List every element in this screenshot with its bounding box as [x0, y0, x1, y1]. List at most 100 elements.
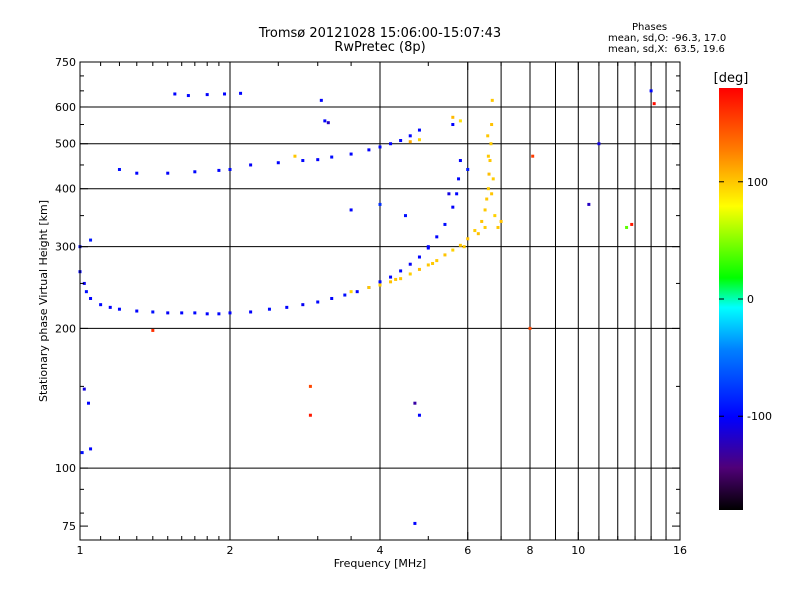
data-point [408, 134, 412, 138]
data-point [447, 192, 451, 196]
data-point [489, 142, 493, 146]
data-point [193, 170, 197, 174]
data-point [485, 197, 489, 201]
data-point [476, 232, 480, 236]
phase-colorbar: [deg] 100 0 -100 [714, 71, 772, 510]
data-point [173, 92, 177, 96]
data-point [135, 171, 139, 175]
data-point [205, 93, 209, 97]
data-point [630, 222, 634, 226]
data-point [455, 192, 459, 196]
data-point [89, 447, 93, 451]
data-point [343, 293, 347, 297]
data-point [330, 296, 334, 300]
x-tick-label: 6 [464, 544, 471, 557]
x-axis-label: Frequency [MHz] [334, 557, 426, 570]
data-point [473, 229, 477, 233]
x-tick-label: 2 [227, 544, 234, 557]
data-point [487, 172, 491, 176]
data-point [378, 145, 382, 149]
data-point [435, 235, 439, 239]
data-point [217, 312, 221, 316]
data-point [528, 326, 532, 330]
data-point [466, 237, 470, 241]
data-point [443, 253, 447, 257]
data-point [443, 222, 447, 226]
data-point [491, 177, 495, 181]
y-tick-label: 500 [55, 138, 76, 151]
colorbar-unit: [deg] [714, 71, 749, 86]
y-tick-label: 200 [55, 322, 76, 335]
data-point [486, 187, 490, 191]
data-point [89, 238, 93, 242]
data-point [499, 219, 503, 223]
data-point [108, 305, 112, 309]
data-point [301, 303, 305, 307]
data-point [193, 311, 197, 315]
x-tick-label: 8 [527, 544, 534, 557]
data-point [408, 262, 412, 266]
y-tick-label: 75 [62, 520, 76, 533]
data-point [399, 277, 403, 281]
data-point [186, 94, 190, 98]
data-point [326, 121, 330, 125]
data-point [587, 202, 591, 206]
data-point [413, 401, 417, 405]
data-point [431, 261, 435, 265]
data-point [417, 138, 421, 142]
data-point [426, 263, 430, 267]
data-point [462, 245, 466, 249]
stats-x-phase: mean, sd,X: 63.5, 19.6 [608, 44, 725, 55]
data-point [99, 303, 103, 307]
data-point [349, 152, 353, 156]
data-point [323, 119, 327, 123]
data-point [180, 311, 184, 315]
data-point [249, 163, 253, 167]
data-point [349, 208, 353, 212]
colorbar-ticks: 100 0 -100 [719, 176, 772, 423]
data-point [239, 91, 243, 95]
plot-grid [80, 62, 680, 540]
data-point [84, 290, 88, 294]
data-point [80, 451, 84, 455]
data-point [480, 219, 484, 223]
data-point [166, 311, 170, 315]
data-point [367, 148, 371, 152]
stats-title: Phases [632, 22, 668, 33]
data-point [488, 159, 492, 163]
data-point [451, 115, 455, 119]
axes: 1 2 4 6 8 10 16 75 100 200 300 400 500 600 750 [55, 56, 687, 557]
data-point [399, 269, 403, 273]
data-point [451, 248, 455, 252]
data-point [486, 134, 490, 138]
data-point [378, 280, 382, 284]
data-point [597, 142, 601, 146]
data-point [378, 202, 382, 206]
data-point [223, 92, 227, 96]
data-point [151, 310, 155, 314]
data-point [330, 155, 334, 159]
data-point [649, 89, 653, 93]
y-tick-label: 300 [55, 241, 76, 254]
data-point [367, 286, 371, 290]
colorbar-tick-label: 0 [747, 293, 754, 306]
data-point [249, 310, 253, 314]
data-point [228, 167, 232, 171]
data-point [316, 158, 320, 162]
data-point [217, 168, 221, 172]
data-point [458, 159, 462, 163]
data-point [435, 259, 439, 263]
data-point [267, 307, 271, 311]
x-tick-label: 4 [377, 544, 384, 557]
data-point [205, 312, 209, 316]
data-point [394, 277, 398, 281]
data-point [308, 384, 312, 388]
data-point [389, 275, 393, 279]
data-point [493, 214, 497, 218]
data-point [82, 387, 86, 391]
data-point [151, 328, 155, 332]
data-point [349, 290, 353, 294]
data-point [466, 167, 470, 171]
data-point [417, 255, 421, 259]
colorbar-tick-label: 100 [747, 176, 768, 189]
